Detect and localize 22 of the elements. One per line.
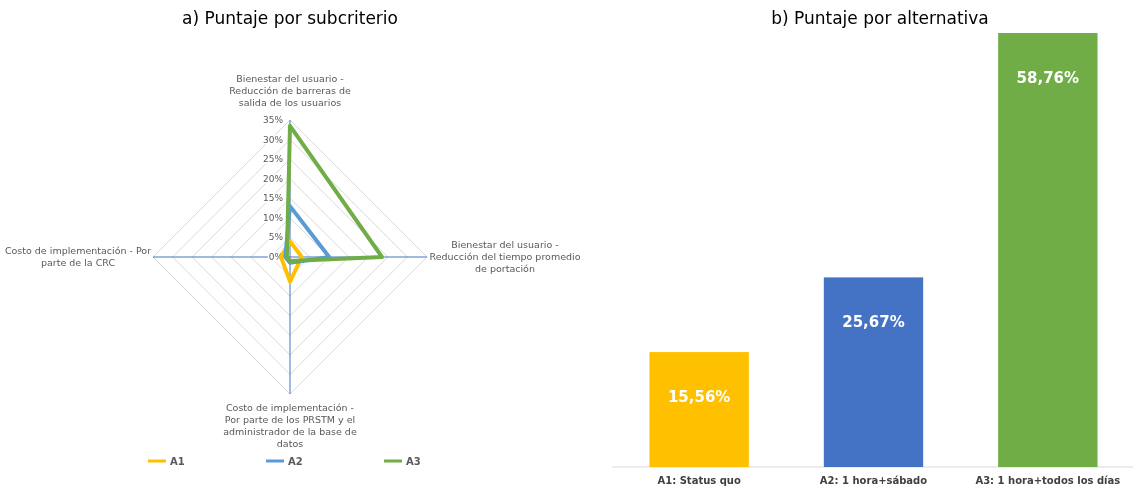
- y-tick-label: 20%: [262, 173, 284, 184]
- y-tick-label: 25%: [262, 154, 284, 165]
- chart-title: a) Puntaje por subcriterio: [182, 8, 398, 28]
- y-tick-label: 5%: [268, 232, 284, 243]
- y-tick-label: 15%: [262, 193, 284, 204]
- spoke-label: Bienestar del usuario - Reducción de barreras de salida de los usuarios: [229, 73, 351, 108]
- spoke-label: Bienestar del usuario - Reducción del tiempo promedio de portación: [429, 239, 581, 274]
- legend-label: A1: [170, 456, 185, 467]
- y-tick-label: 10%: [262, 212, 284, 223]
- chart-title: b) Puntaje por alternativa: [771, 8, 989, 28]
- y-tick-label: 35%: [262, 115, 284, 125]
- legend-label: A3: [406, 456, 421, 467]
- y-tick-label: 30%: [262, 134, 284, 145]
- data-label: 58,76%: [1016, 69, 1080, 87]
- x-tick-label: A1: Status quo: [657, 475, 741, 486]
- data-label: 25,67%: [842, 313, 905, 332]
- x-tick-label: A3: 1 hora+todos los días: [975, 475, 1121, 486]
- spoke-label: Costo de implementación - Por parte de la CRC: [4, 245, 152, 268]
- data-label: 15,56%: [667, 388, 731, 407]
- spoke-label: Costo de implementación - Por parte de los PRSTM y el administrador de la base de datos: [223, 402, 357, 449]
- x-tick-label: A2: 1 hora+sábado: [819, 475, 928, 486]
- legend-label: A2: [288, 456, 303, 467]
